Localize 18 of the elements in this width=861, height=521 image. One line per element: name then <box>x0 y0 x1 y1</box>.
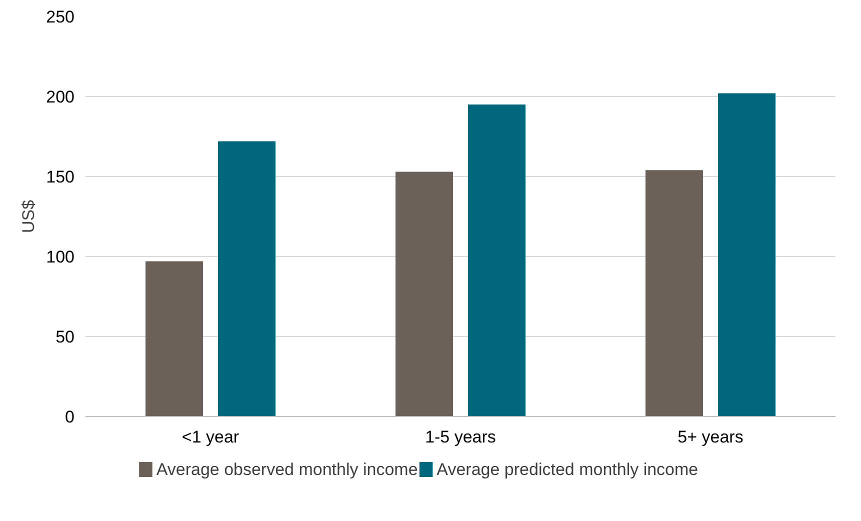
y-axis-title: US$ <box>19 199 38 234</box>
bar <box>718 93 776 416</box>
legend-label: Average predicted monthly income <box>436 460 698 479</box>
legend-label: Average observed monthly income <box>156 460 418 479</box>
bar <box>218 141 276 416</box>
y-tick-label: 250 <box>46 8 75 26</box>
bar <box>146 261 203 416</box>
x-tick-label: 1-5 years <box>425 428 496 446</box>
y-tick-label: 150 <box>46 168 75 186</box>
bar <box>646 170 703 416</box>
x-tick-label: 5+ years <box>678 428 744 446</box>
y-tick-label: 0 <box>65 408 75 426</box>
y-tick-label: 100 <box>46 248 75 266</box>
y-tick-label: 200 <box>46 88 75 106</box>
y-tick-label: 50 <box>56 328 75 346</box>
bar <box>468 104 526 416</box>
x-tick-label: <1 year <box>182 428 240 446</box>
bar <box>396 172 453 416</box>
